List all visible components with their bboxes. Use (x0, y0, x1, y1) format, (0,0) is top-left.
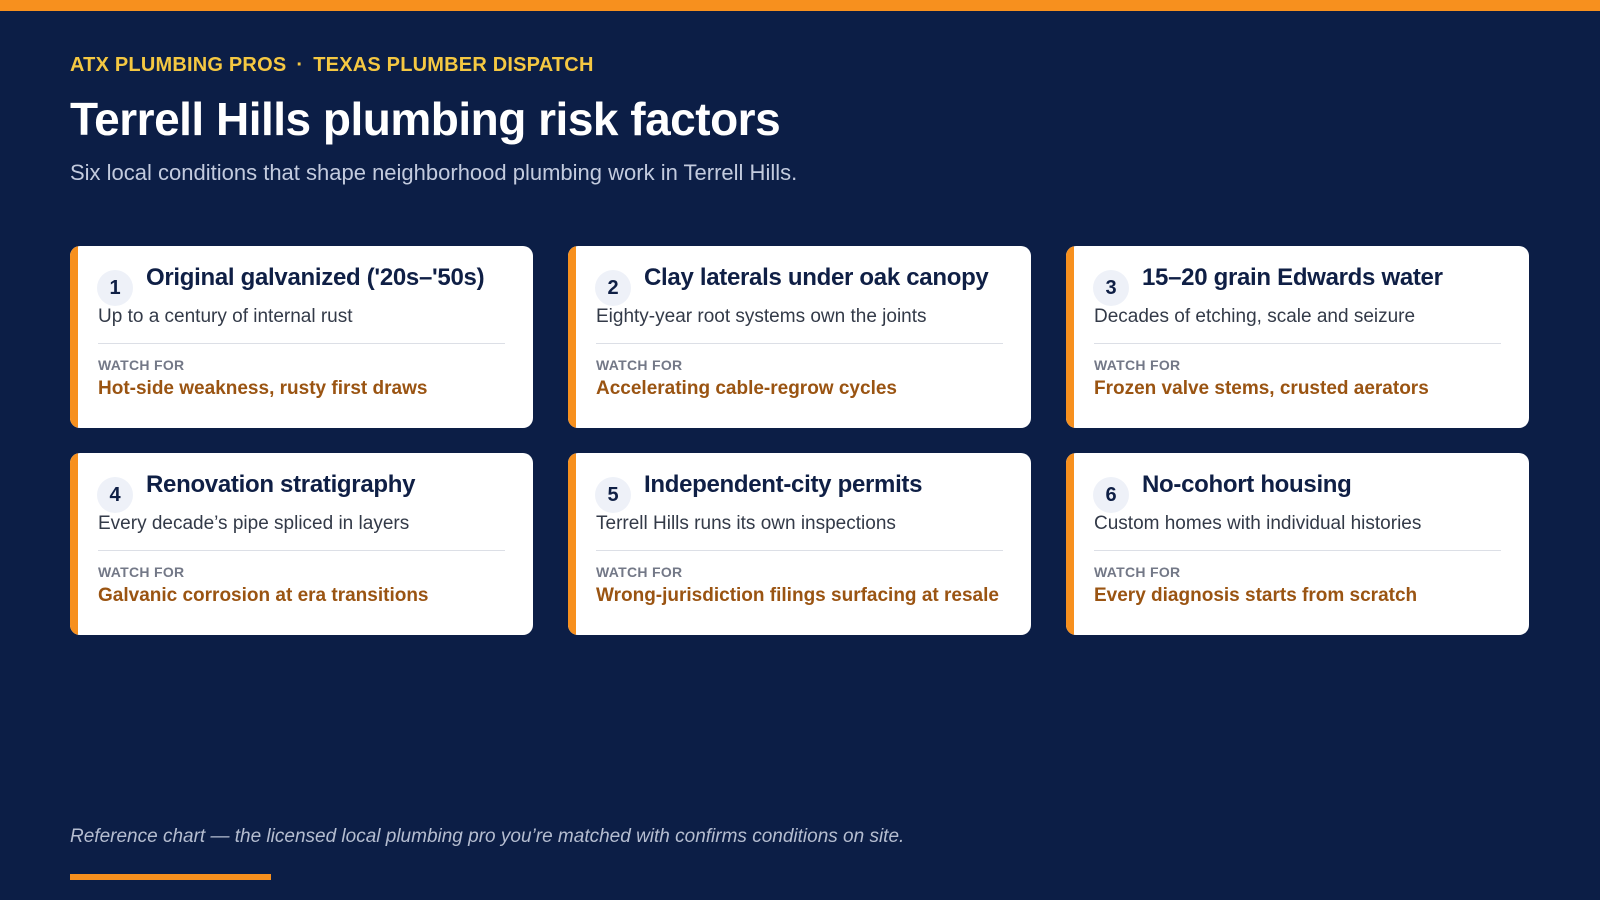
card-number-badge: 4 (97, 477, 133, 513)
watch-for-value: Accelerating cable-regrow cycles (596, 378, 897, 399)
card-description: Decades of etching, scale and seizure (1094, 306, 1416, 327)
card-number-badge: 3 (1093, 270, 1129, 306)
card-divider (1094, 550, 1501, 551)
watch-for-value: Every diagnosis starts from scratch (1094, 585, 1418, 606)
card-description: Eighty-year root systems own the joints (596, 306, 927, 327)
card-divider (596, 550, 1003, 551)
card-title: Independent-city permits (644, 471, 923, 498)
card-description: Terrell Hills runs its own inspections (596, 513, 896, 534)
card-accent-bar (70, 453, 78, 635)
footnote: Reference chart — the licensed local plu… (70, 826, 905, 847)
eyebrow: ATX PLUMBING PROS · TEXAS PLUMBER DISPATCH (70, 54, 594, 77)
watch-for-label: WATCH FOR (596, 357, 683, 373)
risk-card: 1 Original galvanized ('20s–'50s) Up to … (70, 246, 533, 428)
card-number-badge: 5 (595, 477, 631, 513)
eyebrow-separator: · (296, 54, 304, 76)
card-accent-bar (1066, 246, 1074, 428)
section-name: TEXAS PLUMBER DISPATCH (313, 54, 594, 76)
card-accent-bar (568, 246, 576, 428)
card-divider (98, 343, 505, 344)
card-accent-bar (568, 453, 576, 635)
risk-card: 4 Renovation stratigraphy Every decade’s… (70, 453, 533, 635)
watch-for-value: Frozen valve stems, crusted aerators (1094, 378, 1429, 399)
brand-name: ATX PLUMBING PROS (70, 54, 287, 76)
page-title: Terrell Hills plumbing risk factors (70, 93, 781, 145)
watch-for-label: WATCH FOR (596, 564, 683, 580)
card-divider (596, 343, 1003, 344)
card-title: Renovation stratigraphy (146, 471, 416, 498)
card-description: Up to a century of internal rust (98, 306, 353, 327)
card-number-badge: 1 (97, 270, 133, 306)
watch-for-label: WATCH FOR (1094, 564, 1181, 580)
card-title: Clay laterals under oak canopy (644, 264, 989, 291)
card-title: No-cohort housing (1142, 471, 1352, 498)
risk-factor-grid: 1 Original galvanized ('20s–'50s) Up to … (70, 246, 1530, 635)
card-number-badge: 6 (1093, 477, 1129, 513)
risk-card: 5 Independent-city permits Terrell Hills… (568, 453, 1031, 635)
watch-for-value: Wrong-jurisdiction filings surfacing at … (596, 585, 999, 606)
top-accent-bar (0, 0, 1600, 11)
watch-for-value: Galvanic corrosion at era transitions (98, 585, 429, 606)
risk-card: 3 15–20 grain Edwards water Decades of e… (1066, 246, 1529, 428)
card-description: Custom homes with individual histories (1094, 513, 1422, 534)
watch-for-label: WATCH FOR (98, 357, 185, 373)
card-divider (1094, 343, 1501, 344)
bottom-accent-rule (70, 874, 271, 880)
risk-card: 6 No-cohort housing Custom homes with in… (1066, 453, 1529, 635)
risk-card: 2 Clay laterals under oak canopy Eighty-… (568, 246, 1031, 428)
card-accent-bar (70, 246, 78, 428)
watch-for-label: WATCH FOR (1094, 357, 1181, 373)
card-title: 15–20 grain Edwards water (1142, 264, 1443, 291)
watch-for-value: Hot-side weakness, rusty first draws (98, 378, 428, 399)
page-subtitle: Six local conditions that shape neighbor… (70, 160, 798, 185)
card-divider (98, 550, 505, 551)
card-accent-bar (1066, 453, 1074, 635)
card-description: Every decade’s pipe spliced in layers (98, 513, 410, 534)
watch-for-label: WATCH FOR (98, 564, 185, 580)
card-number-badge: 2 (595, 270, 631, 306)
card-title: Original galvanized ('20s–'50s) (146, 264, 485, 291)
